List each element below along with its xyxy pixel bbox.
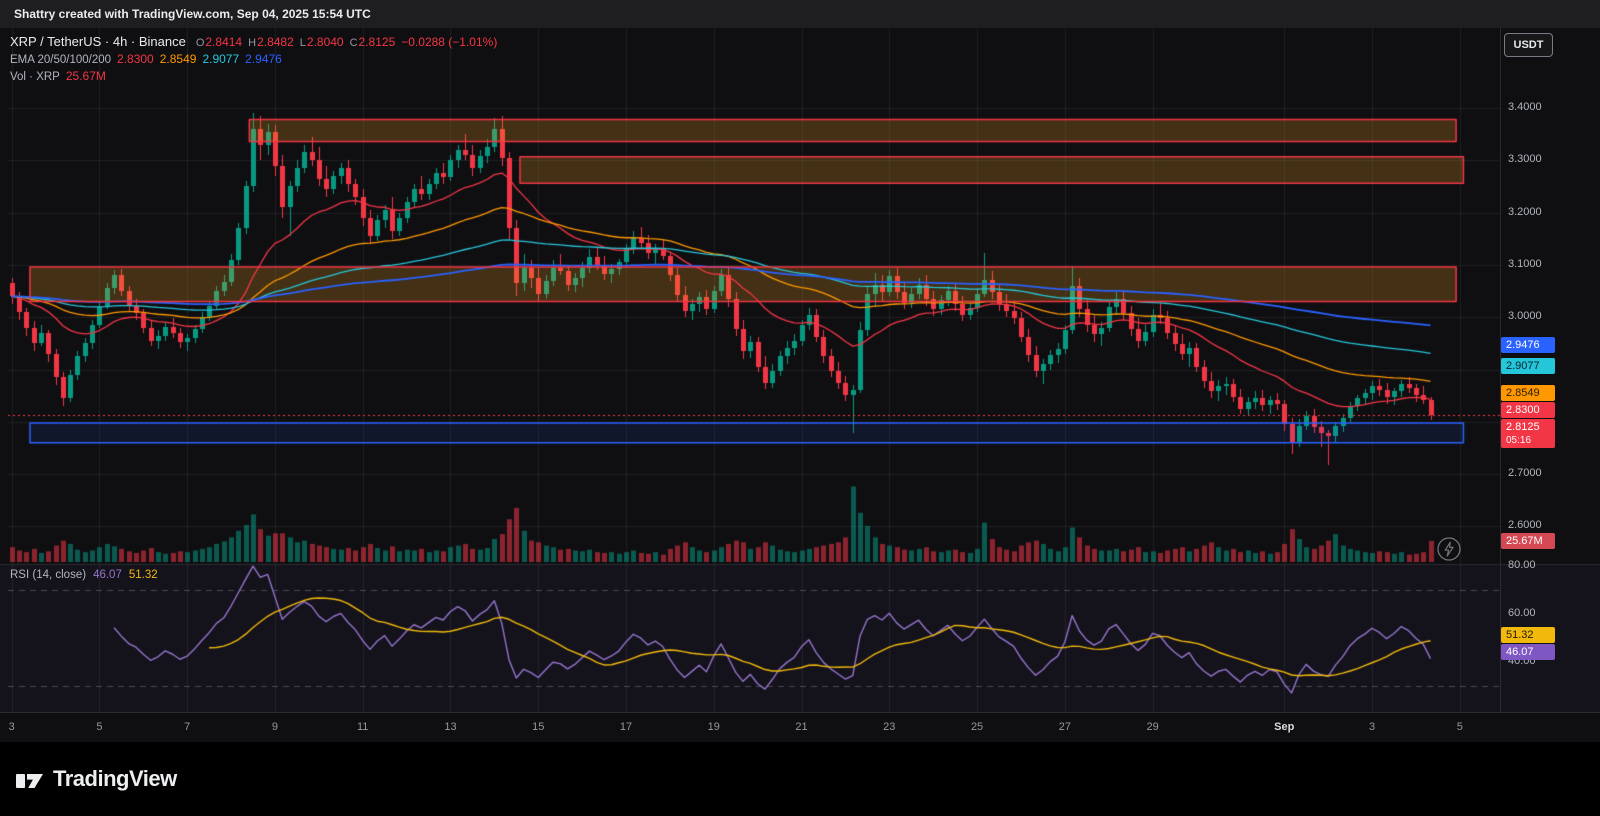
rsi-current-value: 46.07 [93,569,122,581]
time-axis-label: 7 [184,721,191,733]
volume-legend-title: Vol · XRP [10,71,60,83]
currency-toggle-button[interactable]: USDT [1504,33,1553,57]
open-label: O [195,37,205,49]
attribution-text: Shattry created with TradingView.com, Se… [14,7,371,21]
high-label: H [248,37,257,49]
ema20-price-badge: 2.8300 [1501,402,1555,419]
time-axis-label: 23 [883,721,896,733]
high-value: 2.8482 [257,35,294,49]
footer-bar: TradingView [0,742,1600,816]
time-axis-label: 3 [8,721,15,733]
low-token: L 2.8040 [300,35,344,49]
price-axis-label: 2.6000 [1508,519,1542,532]
ema200-value: 2.9476 [245,52,282,66]
open-value: 2.8414 [205,35,243,49]
time-axis-label: 19 [707,721,720,733]
rsi-legend-row[interactable]: RSI (14, close) 46.07 51.32 [10,569,158,581]
low-label: L [299,37,306,49]
price-axis-label: 3.1000 [1508,257,1542,270]
instant-trading-lightning-icon[interactable] [1436,536,1462,562]
low-value: 2.8040 [306,35,344,49]
ema50-value: 2.8549 [159,52,197,66]
price-axis-label: 2.7000 [1508,467,1542,480]
time-axis-label: 5 [1456,721,1463,733]
price-axis-label: 3.4000 [1508,101,1542,114]
time-axis-label: 5 [96,721,103,733]
ema200-price-badge: 2.9476 [1501,336,1555,353]
time-axis-label: 27 [1058,721,1071,733]
high-token: H 2.8482 [248,35,294,49]
rsi-badge: 46.07 [1501,643,1555,660]
ema20-value: 2.8300 [117,52,154,66]
close-label: C [349,37,358,49]
tradingview-logo[interactable]: TradingView [16,766,177,792]
time-axis-label: 9 [271,721,278,733]
ema50-price-badge: 2.8549 [1501,385,1555,402]
ema-legend-title: EMA 20/50/100/200 [10,54,112,66]
last-price-badge: 2.8125 05:16 [1501,419,1555,449]
rsi-ma-badge: 51.32 [1501,626,1555,643]
ema-legend-row[interactable]: EMA 20/50/100/200 2.8300 2.8549 2.9077 2… [10,52,497,66]
rsi-axis-label: 60.00 [1508,607,1536,619]
rsi-legend-title: RSI (14, close) [10,569,87,581]
change-value: −0.0288 (−1.01%) [401,35,498,49]
tradingview-logo-icon [16,774,43,788]
time-axis[interactable]: 3 5 7 9 11 13 15 17 19 21 23 25 27 29 Sep 3 5 [0,712,1600,742]
open-token: O 2.8414 [196,35,242,49]
close-value: 2.8125 [358,35,396,49]
time-axis-label: 25 [970,721,984,733]
ema100-price-badge: 2.9077 [1501,357,1555,374]
tradingview-logo-text: TradingView [53,766,177,791]
time-axis-label: 21 [795,721,808,733]
time-axis-label: 29 [1146,721,1159,733]
time-axis-label: 3 [1368,721,1376,733]
price-axis-label: 3.2000 [1508,205,1542,218]
price-axis-divider [1500,28,1501,712]
attribution-bar: Shattry created with TradingView.com, Se… [0,0,1600,28]
rsi-ma-value: 51.32 [128,569,158,581]
time-axis-label: 13 [444,721,457,733]
price-axis-label: 3.3000 [1508,153,1542,166]
price-axis-label: 3.0000 [1508,310,1542,323]
symbol-title[interactable]: XRP / TetherUS · 4h · Binance [10,34,186,49]
rsi-axis-label: 80.00 [1508,559,1536,571]
chart-canvas[interactable] [0,28,1600,712]
ema100-value: 2.9077 [202,52,240,66]
time-axis-label: 15 [532,721,545,733]
time-axis-label: 11 [356,721,369,733]
close-token: C 2.8125 [350,35,396,49]
volume-value: 25.67M [65,69,106,83]
time-axis-label: 17 [619,721,633,733]
time-axis-label: Sep [1274,721,1295,733]
volume-legend-row[interactable]: Vol · XRP 25.67M [10,69,497,83]
volume-badge: 25.67M [1501,532,1555,549]
